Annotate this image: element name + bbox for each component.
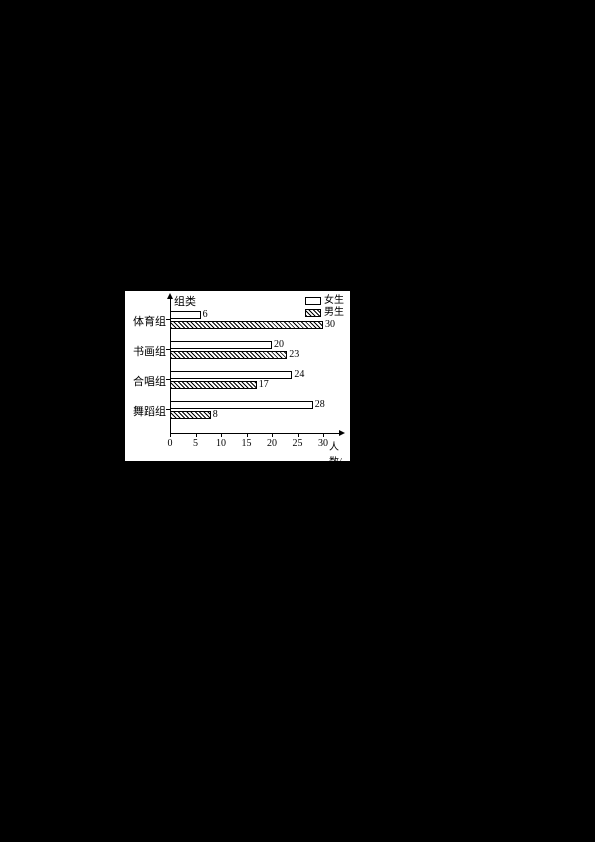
x-tick-label: 20: [267, 438, 277, 449]
bar-male: [170, 351, 287, 359]
bar-value-label: 20: [274, 339, 284, 350]
bar-male: [170, 411, 211, 419]
bar-male: [170, 321, 323, 329]
x-tick: [170, 433, 171, 437]
y-axis-title: 组类: [174, 293, 196, 309]
x-tick: [221, 433, 222, 437]
y-axis-arrow: [167, 293, 173, 299]
bar-value-label: 30: [325, 319, 335, 330]
x-tick: [298, 433, 299, 437]
x-tick-label: 30: [318, 438, 328, 449]
x-tick: [272, 433, 273, 437]
x-axis-title: 人数/人: [329, 438, 350, 483]
y-tick: [166, 349, 170, 350]
x-tick-label: 10: [216, 438, 226, 449]
bar-value-label: 24: [294, 369, 304, 380]
x-axis-arrow: [339, 430, 345, 436]
bar-value-label: 6: [203, 309, 208, 320]
x-tick: [196, 433, 197, 437]
legend-item: 男生: [305, 307, 344, 319]
y-tick: [166, 409, 170, 410]
x-tick-label: 5: [193, 438, 198, 449]
bar-female: [170, 311, 201, 319]
x-tick-label: 0: [168, 438, 173, 449]
category-label: 合唱组: [125, 373, 166, 389]
category-label: 舞蹈组: [125, 403, 166, 419]
bar-female: [170, 341, 272, 349]
legend-label: 女生: [324, 295, 344, 306]
category-label: 体育组: [125, 313, 166, 329]
y-tick: [166, 379, 170, 380]
x-tick-label: 15: [242, 438, 252, 449]
category-label: 书画组: [125, 343, 166, 359]
bar-female: [170, 401, 313, 409]
legend: 女生男生: [305, 295, 344, 319]
bar-value-label: 17: [259, 379, 269, 390]
bar-male: [170, 381, 257, 389]
legend-swatch: [305, 297, 321, 305]
bar-chart: 组类女生男生051015202530人数/人体育组630书画组2023合唱组24…: [124, 290, 351, 462]
bar-value-label: 23: [289, 349, 299, 360]
bar-female: [170, 371, 292, 379]
legend-item: 女生: [305, 295, 344, 307]
bar-value-label: 8: [213, 409, 218, 420]
x-tick: [247, 433, 248, 437]
x-tick: [323, 433, 324, 437]
x-tick-label: 25: [293, 438, 303, 449]
y-tick: [166, 319, 170, 320]
legend-swatch: [305, 309, 321, 317]
legend-label: 男生: [324, 307, 344, 318]
bar-value-label: 28: [315, 399, 325, 410]
